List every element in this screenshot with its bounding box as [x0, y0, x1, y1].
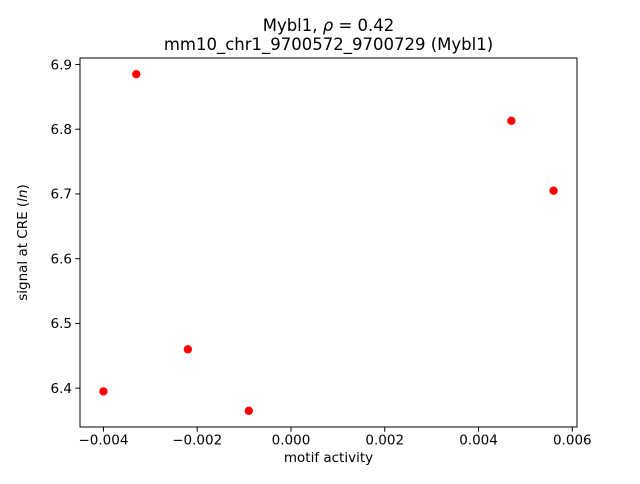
data-point	[132, 69, 141, 79]
rho-symbol: ρ	[323, 16, 334, 35]
x-tick-label: −0.004	[78, 433, 128, 449]
data-point	[99, 387, 108, 396]
y-tick-label: 6.9	[51, 57, 72, 73]
data-point	[549, 186, 558, 195]
y-tick-label: 6.8	[51, 122, 72, 138]
chart-title-prefix: Mybl1,	[263, 16, 323, 35]
x-tick-label: 0.004	[459, 433, 498, 449]
x-tick-label: 0.002	[365, 433, 404, 449]
x-tick-label: −0.002	[172, 433, 222, 449]
chart-title-line2: mm10_chr1_9700572_9700729 (Mybl1)	[164, 35, 493, 55]
chart-title-line1: Mybl1, ρ = 0.42	[263, 16, 395, 35]
data-point	[183, 345, 193, 354]
axis-ticks: −0.004 −0.002 0.000 0.002 0.004 0.006 6.4 6.5 6.…	[51, 57, 592, 448]
data-point	[507, 116, 516, 125]
data-point	[244, 406, 253, 416]
x-axis-label: motif activity	[284, 450, 373, 466]
y-axis-label-suffix: )	[15, 184, 31, 189]
y-axis-label-italic: ln	[15, 189, 31, 201]
y-tick-label: 6.6	[51, 251, 72, 267]
y-axis-label-prefix: signal at CRE (	[15, 202, 31, 301]
y-tick-label: 6.5	[51, 316, 72, 332]
x-tick-label: 0.006	[553, 433, 592, 449]
y-tick-label: 6.4	[51, 381, 72, 397]
data-points	[99, 69, 558, 416]
x-tick-label: 0.000	[272, 433, 311, 449]
chart-title-suffix: = 0.42	[333, 16, 394, 35]
y-axis-label: signal at CRE (ln)	[15, 184, 31, 301]
y-tick-label: 6.7	[51, 187, 72, 203]
plot-frame	[79, 57, 578, 428]
